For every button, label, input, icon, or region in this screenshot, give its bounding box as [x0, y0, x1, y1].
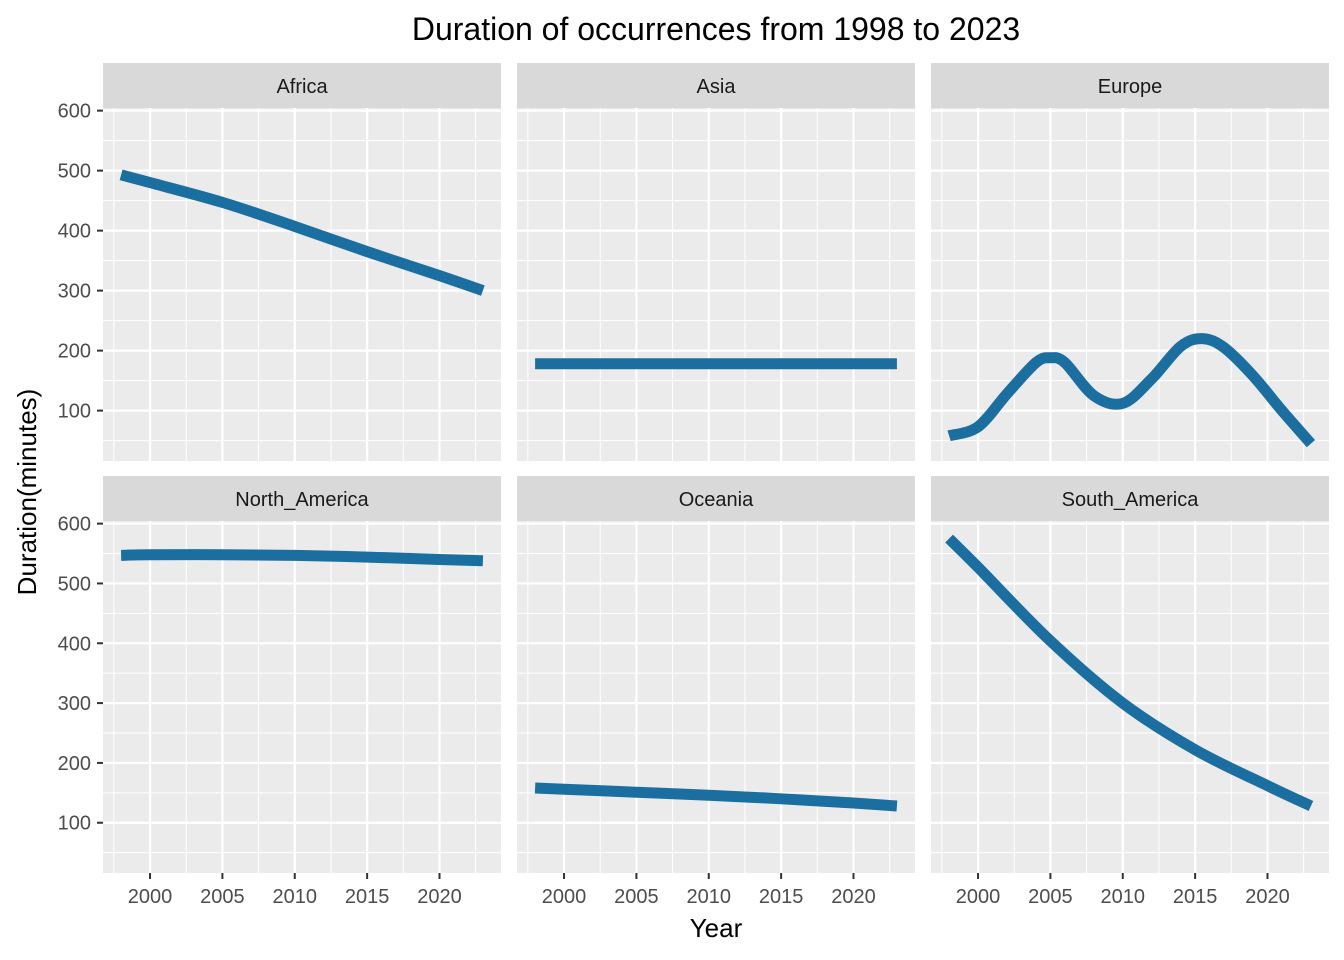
facet-strip-label: North_America [235, 489, 369, 511]
facet-strip [931, 476, 1329, 521]
series-line-oceania [534, 782, 898, 812]
x-tick-label: 2015 [759, 886, 804, 908]
y-tick-label: 600 [58, 101, 91, 123]
facet-grid: Africa 100 200 300 400 500 600 Asia Europe North_… [58, 63, 1329, 908]
facet-strip [103, 63, 501, 108]
facet-asia: Asia [517, 63, 915, 461]
y-axis-title: Duration(minutes) [12, 389, 42, 596]
facet-north-america: North_America 100 200 300 400 500 600 2000 2005 2… [58, 476, 501, 908]
x-tick-label: 2010 [273, 886, 318, 908]
facet-oceania: Oceania 2000 2005 2010 2015 2020 [517, 476, 915, 908]
series-line-africa [119, 169, 485, 296]
chart-title: Duration of occurrences from 1998 to 202… [412, 11, 1020, 47]
x-tick-label: 2000 [542, 886, 587, 908]
x-tick-label: 2015 [1173, 886, 1218, 908]
y-tick-label: 300 [58, 693, 91, 715]
panel-background [517, 521, 915, 873]
x-tick-label: 2000 [128, 886, 173, 908]
series-line-europe [947, 333, 1316, 448]
y-tick-label: 200 [58, 753, 91, 775]
facet-africa: Africa 100 200 300 400 500 600 [58, 63, 501, 461]
x-tick-label: 2010 [687, 886, 732, 908]
y-tick-label: 400 [58, 221, 91, 243]
y-tick-label: 500 [58, 573, 91, 595]
x-tick-label: 2005 [614, 886, 659, 908]
y-tick-label: 400 [58, 633, 91, 655]
x-tick-label: 2005 [200, 886, 245, 908]
facet-strip-label: Oceania [679, 489, 754, 511]
facet-strip [517, 63, 915, 108]
facet-strip [517, 476, 915, 521]
x-tick-label: 2015 [345, 886, 390, 908]
panel-background [103, 521, 501, 873]
facet-strip-label: Africa [276, 76, 328, 98]
x-tick-label: 2020 [831, 886, 876, 908]
facet-south-america: South_America 2000 2005 2010 2015 2020 [931, 476, 1329, 908]
series-line-north-america [120, 549, 484, 567]
y-tick-label: 200 [58, 341, 91, 363]
x-axis-title: Year [690, 913, 743, 943]
x-tick-label: 2000 [956, 886, 1001, 908]
x-tick-label: 2005 [1028, 886, 1073, 908]
x-tick-label: 2010 [1101, 886, 1146, 908]
panel-background [517, 108, 915, 461]
series-line-south-america [945, 534, 1314, 811]
facet-strip-label: Asia [697, 76, 737, 98]
x-tick-label: 2020 [1245, 886, 1290, 908]
facet-strip-label: South_America [1062, 489, 1200, 511]
y-tick-label: 300 [58, 281, 91, 303]
panel-background [103, 108, 501, 461]
facet-strip [931, 63, 1329, 108]
x-tick-label: 2020 [417, 886, 462, 908]
facet-europe: Europe [931, 63, 1329, 461]
facet-strip [103, 476, 501, 521]
y-tick-label: 100 [58, 813, 91, 835]
y-tick-label: 500 [58, 161, 91, 183]
facet-strip-label: Europe [1098, 76, 1163, 98]
y-tick-label: 600 [58, 514, 91, 536]
y-tick-label: 100 [58, 401, 91, 423]
